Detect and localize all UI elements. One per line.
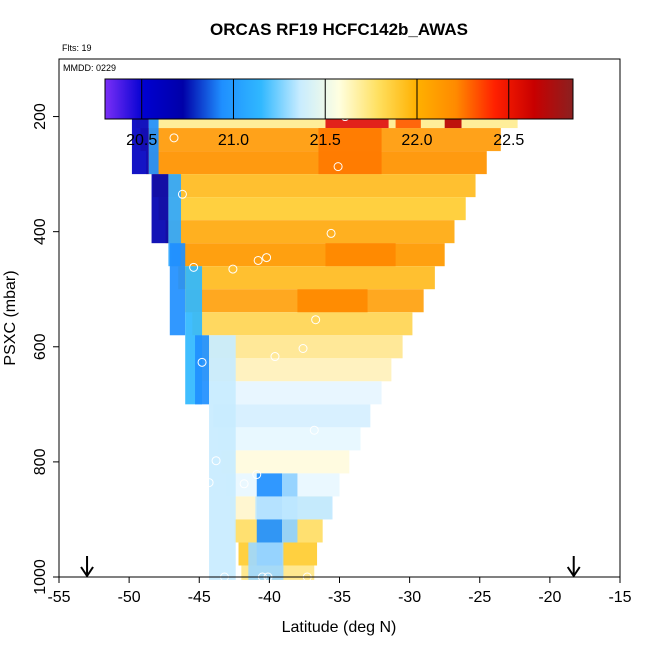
heatmap-band bbox=[213, 404, 371, 428]
sample-point bbox=[169, 133, 179, 143]
y-tick-label: 200 bbox=[32, 103, 49, 130]
arrow-head bbox=[566, 566, 581, 578]
x-tick-label: -15 bbox=[608, 589, 631, 606]
sample-point bbox=[262, 253, 272, 263]
sample-point bbox=[239, 479, 249, 489]
sample-point bbox=[333, 162, 343, 172]
colorbar-gradient bbox=[104, 78, 574, 120]
heatmap-segment bbox=[131, 105, 149, 175]
sample-point bbox=[309, 425, 319, 435]
heatmap-segment bbox=[151, 174, 169, 244]
heatmap-band bbox=[171, 243, 445, 267]
colorbar-tick-label: 20.5 bbox=[126, 132, 157, 149]
heatmap-band bbox=[192, 312, 413, 336]
arrow-marker bbox=[80, 556, 94, 578]
x-tick-label: -40 bbox=[258, 589, 281, 606]
sample-point bbox=[253, 255, 263, 265]
heatmap-segment bbox=[318, 128, 382, 175]
flights-label: Flts: 19 bbox=[62, 43, 92, 53]
heatmap-segment bbox=[148, 105, 159, 175]
y-axis: 1000 800 600 400 200 bbox=[32, 103, 59, 595]
sample-point bbox=[204, 478, 214, 488]
x-axis-title: Latitude (deg N) bbox=[282, 619, 397, 636]
sample-point bbox=[252, 470, 262, 480]
heatmap-segment bbox=[297, 289, 368, 313]
arrow-head bbox=[80, 566, 94, 578]
sample-point bbox=[311, 315, 321, 325]
flight-end-arrows bbox=[80, 556, 581, 578]
heatmap-segment bbox=[255, 496, 333, 520]
sample-point bbox=[177, 189, 187, 199]
sample-point bbox=[326, 228, 336, 238]
y-tick-label: 1000 bbox=[32, 559, 49, 595]
colorbar-tick-label: 22.0 bbox=[401, 132, 432, 149]
sample-point bbox=[270, 352, 280, 362]
colorbar-tick-label: 21.5 bbox=[310, 132, 341, 149]
x-tick-label: -30 bbox=[398, 589, 421, 606]
x-tick-label: -45 bbox=[188, 589, 211, 606]
heatmap-band bbox=[165, 220, 455, 244]
x-tick-label: -20 bbox=[538, 589, 561, 606]
heatmap-segment bbox=[169, 243, 186, 336]
heatmap-band bbox=[217, 427, 361, 451]
arrow-marker bbox=[566, 556, 581, 578]
sample-point bbox=[197, 357, 207, 367]
y-tick-label: 800 bbox=[32, 448, 49, 475]
chart-title: ORCAS RF19 HCFC142b_AWAS bbox=[210, 20, 468, 39]
heatmap-band bbox=[202, 358, 392, 382]
heatmap-segment bbox=[195, 335, 210, 405]
heatmap-band bbox=[152, 174, 476, 198]
x-tick-label: -35 bbox=[328, 589, 351, 606]
colorbar-tick-label: 21.0 bbox=[218, 132, 249, 149]
date-label: MMDD: 0229 bbox=[63, 63, 116, 73]
colorbar-tick-label: 22.5 bbox=[493, 132, 524, 149]
sample-point bbox=[211, 456, 221, 466]
heatmap-band bbox=[158, 197, 466, 221]
y-axis-title: PSXC (mbar) bbox=[2, 270, 19, 365]
sample-point bbox=[189, 262, 199, 272]
heatmap-segment bbox=[325, 243, 396, 267]
y-tick-label: 600 bbox=[32, 333, 49, 360]
heatmap-band bbox=[178, 266, 435, 290]
x-tick-label: -25 bbox=[468, 589, 491, 606]
sample-point bbox=[298, 344, 308, 354]
heatmap-band bbox=[207, 381, 382, 405]
heatmap-band bbox=[145, 151, 487, 175]
y-tick-label: 400 bbox=[32, 218, 49, 245]
x-tick-label: -50 bbox=[118, 589, 141, 606]
sample-point bbox=[228, 264, 238, 274]
colorbar: 20.5 21.0 21.5 22.0 22.5 bbox=[104, 78, 574, 149]
x-axis: -55 -50 -45 -40 -35 -30 -25 -20 -15 bbox=[47, 577, 632, 606]
heatmap-band bbox=[221, 450, 350, 474]
x-tick-label: -55 bbox=[47, 589, 70, 606]
